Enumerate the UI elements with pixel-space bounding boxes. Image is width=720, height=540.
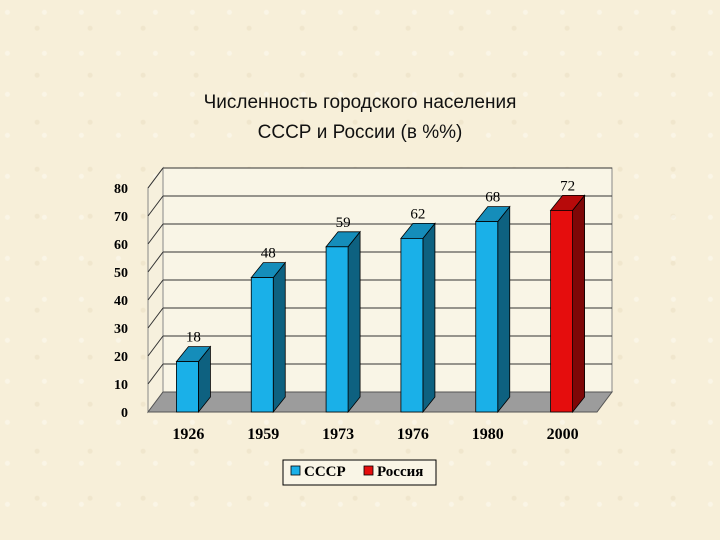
gridline-diagonal [147, 167, 164, 189]
legend: СССР Россия [282, 459, 437, 486]
bar-front [400, 237, 424, 413]
y-tick-label: 80 [114, 182, 128, 197]
bar [250, 261, 287, 414]
bar-front [325, 246, 349, 413]
gridline-diagonal [147, 335, 164, 357]
y-tick-label: 40 [114, 294, 128, 309]
bar-side [272, 261, 286, 414]
data-label: 59 [336, 215, 351, 231]
legend-label: Россия [377, 464, 423, 480]
gridline-diagonal [147, 195, 164, 217]
bars [175, 194, 586, 414]
y-tick-label: 10 [114, 378, 128, 393]
gridline-diagonal [147, 251, 164, 273]
chart-floor [147, 391, 613, 413]
bar-front [475, 221, 499, 413]
legend-swatch [290, 465, 301, 476]
gridline-diagonal [147, 307, 164, 329]
y-tick-label: 70 [114, 210, 128, 225]
x-tick-label: 1976 [397, 426, 429, 443]
gridline-diagonal [147, 279, 164, 301]
legend-label: СССР [304, 464, 346, 480]
chart-title-line-1: Численность городского населения [203, 92, 517, 113]
chart-walls [147, 166, 613, 414]
bar-side [497, 205, 511, 414]
bar-side [422, 222, 436, 414]
x-tick-label: 1980 [472, 426, 504, 443]
bar [549, 194, 586, 414]
y-tick-label: 60 [114, 238, 128, 253]
bar [175, 345, 212, 414]
gridline-diagonal [147, 363, 164, 385]
bar [474, 205, 511, 414]
y-axis-ticks: 0 10 20 30 40 50 60 70 80 [114, 182, 128, 421]
gridline-diagonal [147, 223, 164, 245]
data-labels: 18 48 59 62 68 72 [186, 178, 575, 345]
bar-front [176, 361, 199, 413]
chart-title: Численность городского населения СССР и … [0, 88, 720, 148]
bar-side [347, 230, 361, 414]
data-label: 72 [560, 178, 575, 194]
x-axis-ticks: 1926 1959 1973 1976 1980 2000 [172, 426, 578, 443]
bar [325, 230, 361, 414]
x-tick-label: 1926 [172, 426, 204, 443]
data-label: 18 [186, 330, 201, 346]
y-tick-label: 50 [114, 266, 128, 281]
bar-front [550, 209, 573, 413]
y-tick-label: 30 [114, 322, 128, 337]
gridlines [147, 167, 612, 385]
x-tick-label: 1973 [322, 426, 354, 443]
data-label: 68 [485, 190, 500, 206]
chart-title-line-2: СССР и России (в %%) [257, 122, 463, 143]
x-tick-label: 1959 [247, 426, 279, 443]
bar-side [572, 194, 585, 414]
bar-front [250, 277, 274, 413]
y-tick-label: 0 [121, 406, 128, 421]
x-tick-label: 2000 [547, 426, 579, 443]
data-label: 62 [410, 206, 425, 222]
y-tick-label: 20 [114, 350, 128, 365]
bar [400, 222, 436, 414]
legend-swatch [363, 465, 374, 476]
legend-box [282, 459, 437, 486]
data-label: 48 [261, 246, 276, 262]
